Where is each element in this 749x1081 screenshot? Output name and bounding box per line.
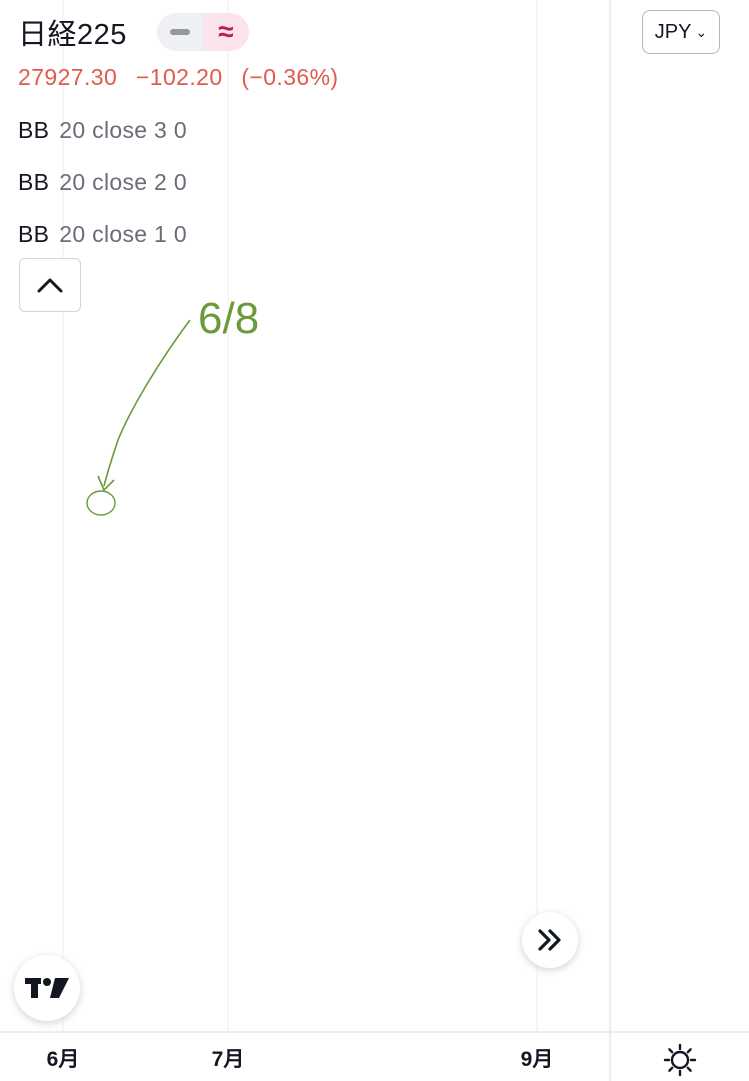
- annotation-text: 6/8: [198, 294, 259, 343]
- quote-row: 27927.30 −102.20 (−0.36%): [18, 64, 351, 91]
- indicator-name: BB: [18, 221, 50, 247]
- currency-label: JPY: [654, 20, 692, 43]
- minus-icon: [169, 29, 190, 35]
- double-chevron-right-icon: [538, 929, 561, 951]
- indicator-params: 20 close 1 0: [59, 221, 187, 247]
- indicator-params: 20 close 2 0: [59, 169, 187, 195]
- tradingview-logo[interactable]: [14, 955, 80, 1021]
- annotation: 6/8: [86, 294, 259, 516]
- annotation-arrowhead: [97, 475, 115, 492]
- tradingview-logo-icon: [25, 978, 69, 998]
- gear-icon: [663, 1043, 697, 1077]
- compare-button[interactable]: ≈: [202, 13, 249, 51]
- price-change: −102.20: [135, 64, 223, 90]
- indicator-name: BB: [18, 117, 50, 143]
- annotation-arrow: [103, 319, 191, 487]
- indicator-legend-bb1[interactable]: BB 20 close 1 0: [18, 221, 351, 247]
- annotation-circle: [86, 490, 116, 516]
- price-change-percent: (−0.36%): [241, 64, 339, 90]
- indicator-legend-bb3[interactable]: BB 20 close 3 0: [18, 117, 351, 143]
- x-tick-label: 9月: [521, 1048, 554, 1071]
- x-tick-label: 7月: [212, 1048, 245, 1071]
- grid: [62, 0, 538, 1032]
- indicator-legend-bb2[interactable]: BB 20 close 2 0: [18, 169, 351, 195]
- hide-button[interactable]: [156, 13, 203, 51]
- approx-wave-icon: ≈: [218, 16, 234, 47]
- x-tick-label: 6月: [47, 1048, 80, 1071]
- chevron-down-icon: ⌄: [695, 23, 708, 40]
- currency-button[interactable]: JPY ⌄: [642, 10, 720, 54]
- scroll-to-realtime-button[interactable]: [522, 912, 578, 968]
- symbol-title[interactable]: 日経225: [18, 19, 127, 51]
- time-axis: 6月 7月 9月: [47, 1048, 554, 1071]
- chart-style-toggle[interactable]: ≈: [156, 13, 249, 51]
- last-price: 27927.30: [18, 64, 118, 90]
- settings-button[interactable]: [660, 1040, 700, 1080]
- chevron-up-icon: [37, 278, 63, 293]
- indicator-params: 20 close 3 0: [59, 117, 187, 143]
- indicator-name: BB: [18, 169, 50, 195]
- legend: 日経225 ≈ 27927.30 −102.20 (−0.36%) BB 20 c…: [18, 12, 351, 247]
- collapse-legend-button[interactable]: [19, 258, 81, 312]
